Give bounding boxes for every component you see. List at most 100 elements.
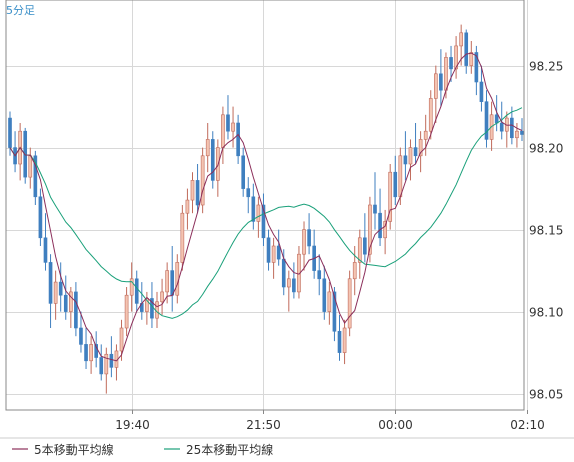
legend: 5本移動平均線 25本移動平均線 <box>12 442 273 457</box>
axis-layer: 98.05 98.10 98.15 98.20 98.25 19:40 21:50 00:00… <box>0 0 574 439</box>
x-tick-label: 21:50 <box>246 418 281 432</box>
candle <box>104 347 109 394</box>
candle <box>129 262 134 312</box>
candle-body <box>368 204 372 255</box>
candle-body <box>74 291 78 329</box>
candle-body <box>185 199 190 214</box>
candle <box>241 147 246 197</box>
candle-body <box>236 122 240 157</box>
candle <box>474 45 479 96</box>
line-layer <box>9 52 523 362</box>
x-tick-label: 00:00 <box>378 418 413 432</box>
x-tick-label: 02:10 <box>510 418 545 432</box>
candle-body <box>231 122 235 132</box>
candle-body <box>388 171 393 222</box>
candle <box>428 90 433 140</box>
candle-body <box>129 278 134 296</box>
candle <box>43 213 48 271</box>
candle-body <box>347 278 352 329</box>
candle-body <box>413 147 418 157</box>
candle-layer <box>8 24 524 394</box>
candle <box>160 278 164 315</box>
candle-body <box>226 114 230 132</box>
candle <box>256 196 261 238</box>
candle-body <box>317 270 322 280</box>
candle-body <box>423 130 428 140</box>
candle <box>403 131 408 181</box>
candle-body <box>38 196 43 239</box>
candle <box>368 196 372 263</box>
candle <box>205 123 210 173</box>
candle <box>418 131 423 173</box>
candle <box>63 275 68 320</box>
candle-body <box>515 130 519 139</box>
candle <box>58 262 63 312</box>
candle-body <box>63 294 68 312</box>
candle <box>515 123 519 148</box>
candle-body <box>109 353 114 368</box>
candle <box>94 331 98 368</box>
candle <box>251 183 256 230</box>
y-tick-label: 98.10 <box>529 306 563 320</box>
candle <box>48 254 53 328</box>
candle-body <box>99 357 104 375</box>
candle-body <box>454 45 458 70</box>
candle <box>449 45 453 82</box>
candle-body <box>104 353 109 375</box>
candle-body <box>499 122 504 132</box>
candle-body <box>352 262 357 280</box>
candle <box>195 164 200 214</box>
candle-body <box>200 155 205 206</box>
candle-body <box>261 204 266 239</box>
candle <box>109 336 114 378</box>
candle <box>434 65 438 123</box>
candle <box>454 36 458 79</box>
candle <box>373 172 377 230</box>
candle-body <box>210 139 215 181</box>
candle <box>479 65 484 112</box>
candle-body <box>428 98 433 132</box>
candle <box>89 336 93 374</box>
candle-body <box>251 196 256 222</box>
candle <box>408 139 413 181</box>
candle-body <box>33 155 38 198</box>
candle <box>484 90 489 148</box>
candle <box>347 270 352 337</box>
candle-body <box>292 278 296 293</box>
candle <box>307 213 311 255</box>
candle-body <box>48 262 53 304</box>
candle-body <box>403 155 408 165</box>
candle-body <box>241 155 246 189</box>
candle <box>413 123 418 164</box>
candle-body <box>307 229 311 247</box>
candle-body <box>357 237 362 263</box>
candle <box>357 229 362 279</box>
candle-body <box>398 155 403 198</box>
candle <box>388 164 393 230</box>
candle <box>236 114 240 164</box>
candle-body <box>134 278 139 304</box>
y-tick-label: 98.05 <box>529 388 563 402</box>
candle-body <box>205 139 210 157</box>
candle-body <box>190 180 195 201</box>
candle-body <box>449 57 453 70</box>
candle-body <box>84 344 88 362</box>
candle-body <box>469 52 474 66</box>
candle-body <box>276 245 281 260</box>
candle <box>292 262 296 299</box>
chart-title: 5分足 <box>6 4 35 17</box>
candle-body <box>322 278 327 312</box>
candle <box>317 254 322 296</box>
candle <box>124 287 129 337</box>
candle-body <box>342 327 347 353</box>
candle <box>286 270 291 312</box>
candle-body <box>464 32 469 66</box>
candle-body <box>302 229 306 255</box>
candle <box>190 172 195 214</box>
candle-body <box>418 139 423 157</box>
candle-body <box>170 270 175 296</box>
ma5-line <box>9 52 523 362</box>
candle-body <box>53 281 58 304</box>
candle <box>393 155 398 205</box>
candle <box>185 188 190 230</box>
